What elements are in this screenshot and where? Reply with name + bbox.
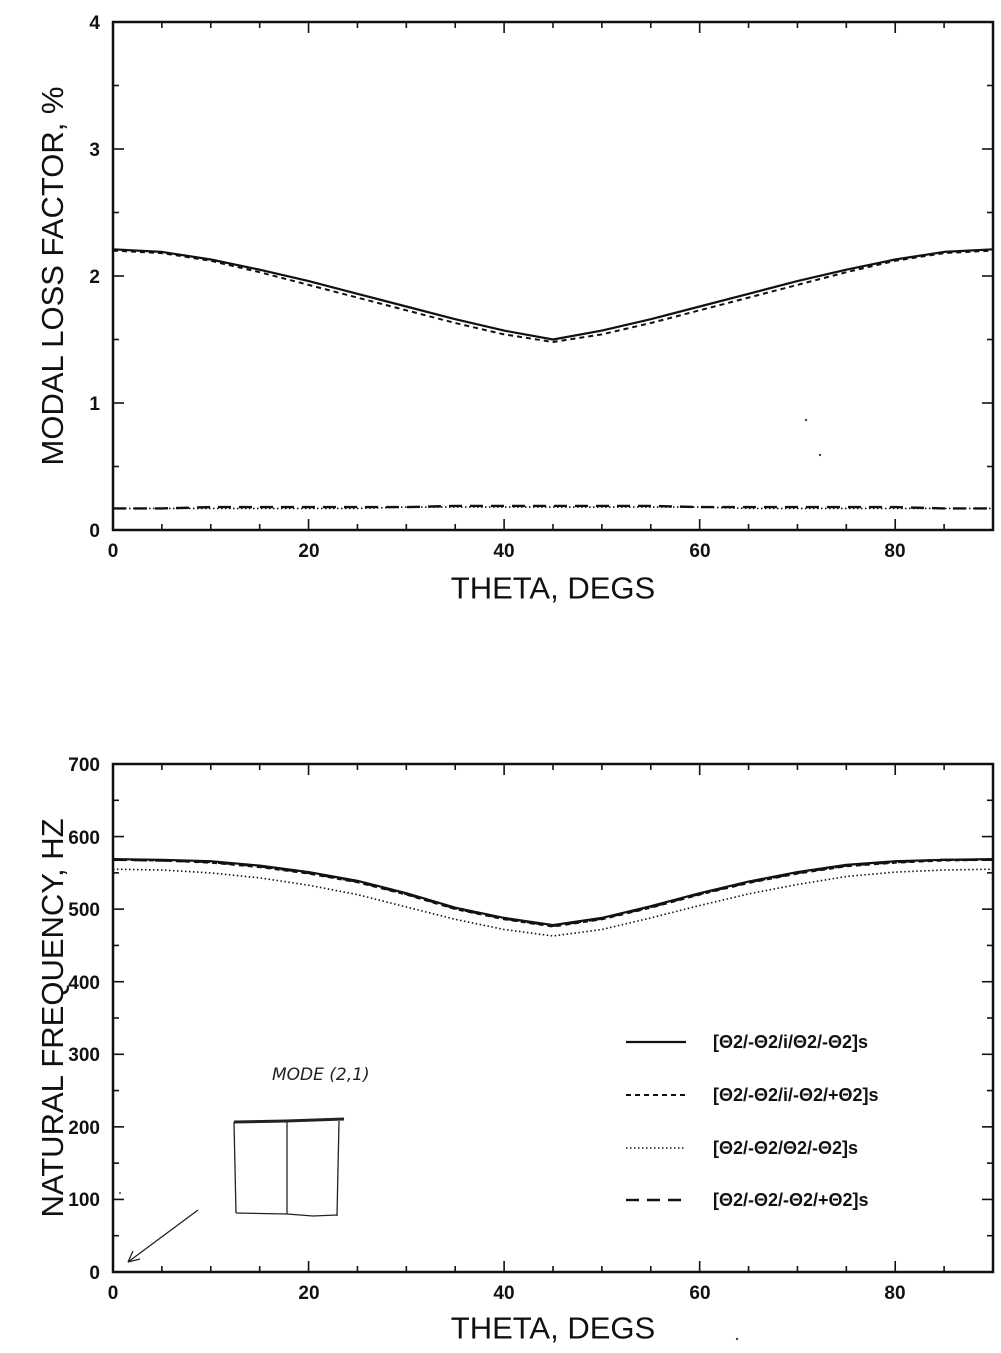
series-group <box>112 858 994 937</box>
series-line-dashed <box>112 858 994 928</box>
y-tick-label: 200 <box>68 1118 100 1139</box>
x-tick-label: 20 <box>298 541 319 562</box>
series-line-dotted <box>113 506 993 510</box>
sketch-right-edge <box>336 1120 340 1217</box>
sketch-left-edge <box>233 1121 237 1214</box>
x-tick-label: 40 <box>493 1283 514 1304</box>
y-axis-title: NATURAL FREQUENCY, HZ <box>35 818 70 1217</box>
y-tick-label: 3 <box>89 140 100 161</box>
x-tick-label: 80 <box>884 541 905 562</box>
x-axis-title: THETA, DEGS <box>451 1310 655 1345</box>
x-tick-label: 80 <box>884 1283 905 1304</box>
x-tick-label: 20 <box>298 1283 319 1304</box>
sketch-top-edge <box>233 1117 345 1124</box>
series-line-longdash <box>112 858 993 927</box>
sketch-arrow <box>127 1209 199 1263</box>
y-tick-label: 1 <box>89 394 100 415</box>
legend-label: [Θ2/-Θ2/i/Θ2/-Θ2]s <box>713 1032 868 1052</box>
y-tick-label: 500 <box>68 900 100 921</box>
y-tick-label: 0 <box>89 521 100 542</box>
series-line-solid <box>112 858 994 927</box>
legend-label: [Θ2/-Θ2/i/-Θ2/+Θ2]s <box>713 1085 879 1105</box>
legend-label: [Θ2/-Θ2/Θ2/-Θ2]s <box>713 1138 858 1158</box>
y-axis-title: MODAL LOSS FACTOR, % <box>35 87 70 466</box>
x-tick-label: 0 <box>108 1283 119 1304</box>
legend: [Θ2/-Θ2/i/Θ2/-Θ2]s [Θ2/-Θ2/i/-Θ2/+Θ2]s [… <box>626 1032 879 1210</box>
speck-mark <box>735 1337 739 1341</box>
mode-shape-sketch: MODE (2,1) <box>127 1065 370 1263</box>
series-line-dashed <box>112 249 994 343</box>
plot-frame <box>111 20 995 532</box>
speck-mark <box>119 1192 121 1194</box>
x-tick-label: 60 <box>689 1283 710 1304</box>
x-tick-label: 40 <box>493 541 514 562</box>
y-tick-labels: 0 100 200 300 400 500 600 700 <box>68 755 100 1284</box>
x-tick-labels: 0 20 40 60 80 <box>108 541 906 562</box>
y-tick-label: 700 <box>68 755 100 776</box>
mode-annotation: MODE (2,1) <box>272 1065 370 1085</box>
speck-mark <box>818 453 822 457</box>
x-axis-title: THETA, DEGS <box>451 570 655 605</box>
y-tick-label: 4 <box>89 13 100 34</box>
x-tick-label: 60 <box>689 541 710 562</box>
y-tick-label: 100 <box>68 1190 100 1211</box>
legend-label: [Θ2/-Θ2/-Θ2/+Θ2]s <box>713 1190 869 1210</box>
y-tick-labels: 0 1 2 3 4 <box>89 13 100 542</box>
x-tick-labels: 0 20 40 60 80 <box>108 1283 906 1304</box>
natural-frequency-chart: 0 100 200 300 400 500 600 700 0 20 40 60… <box>35 755 995 1345</box>
y-tick-label: 400 <box>68 973 100 994</box>
y-tick-label: 0 <box>89 1263 100 1284</box>
speck-mark <box>804 418 808 422</box>
y-tick-label: 300 <box>68 1045 100 1066</box>
loss-factor-chart: 0 1 2 3 4 0 20 40 60 80 THETA, DEGS MODA… <box>35 13 995 605</box>
series-line-solid <box>112 248 994 341</box>
tick-marks <box>112 763 994 1273</box>
tick-marks <box>112 21 994 531</box>
x-tick-label: 0 <box>108 541 119 562</box>
y-tick-label: 600 <box>68 828 100 849</box>
series-group <box>112 248 994 510</box>
sketch-bottom-edge <box>235 1212 338 1217</box>
y-tick-label: 2 <box>89 267 100 288</box>
